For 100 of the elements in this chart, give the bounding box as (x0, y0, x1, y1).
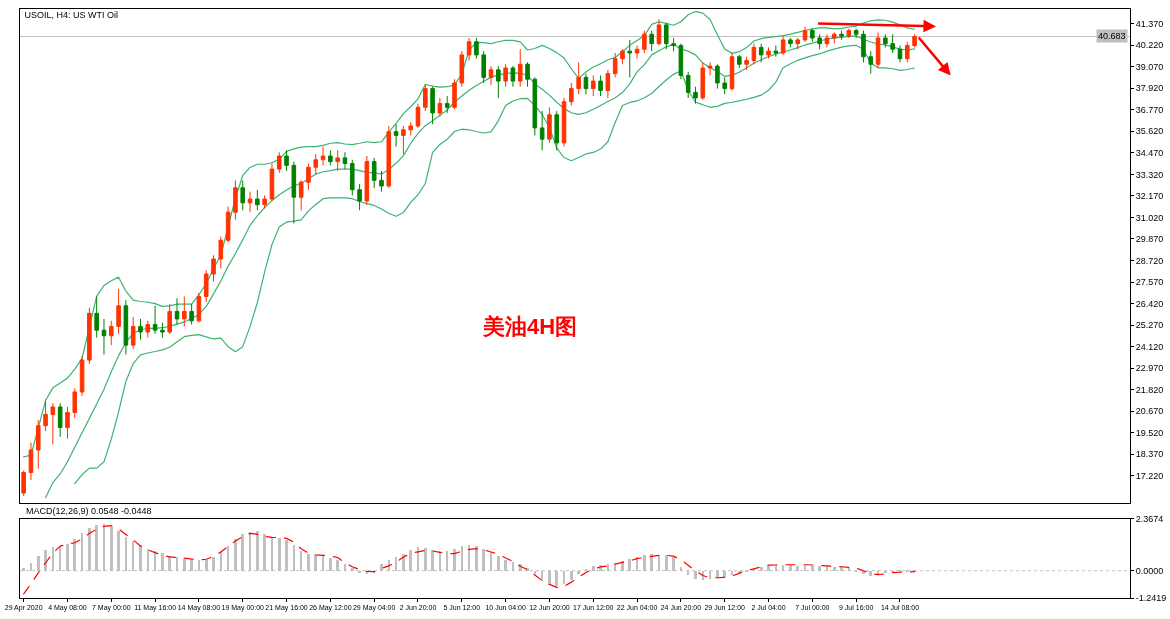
candlestick (35, 419, 41, 470)
candlestick (780, 35, 786, 56)
candlestick (182, 295, 187, 327)
candlestick (328, 149, 333, 166)
candlestick (678, 43, 684, 80)
candlestick (262, 194, 267, 209)
candlestick (225, 206, 231, 243)
y-tick-label: 18.370 (1135, 449, 1164, 460)
annotation: 美油4H图 (482, 314, 578, 339)
candlestick (875, 31, 881, 69)
bar (482, 548, 485, 571)
candlestick (415, 103, 421, 129)
y-tick-label: 26.420 (1135, 298, 1164, 309)
candlestick (846, 28, 852, 39)
candlestick (233, 179, 238, 221)
candlestick (583, 73, 589, 95)
candlestick (313, 153, 319, 176)
candlestick (532, 76, 538, 136)
candlestick (342, 151, 348, 170)
candlestick (737, 54, 742, 69)
candlestick (94, 295, 99, 339)
candlestick (510, 65, 516, 88)
y-tick-label: 36.770 (1135, 104, 1164, 115)
candlestick (335, 149, 340, 172)
candlestick (167, 303, 172, 335)
bar (110, 526, 113, 571)
bar (380, 563, 383, 571)
candlestick (693, 86, 698, 105)
candlestick (853, 28, 859, 39)
candlestick (401, 125, 406, 155)
candlestick (240, 179, 246, 211)
candlestick (130, 316, 136, 350)
candlestick (839, 30, 844, 41)
candlestick (517, 48, 523, 88)
candlestick (452, 78, 457, 110)
candlestick (284, 149, 289, 172)
candlestick (503, 63, 508, 88)
candlestick (108, 320, 114, 346)
candlestick (561, 97, 567, 148)
bar (212, 556, 215, 571)
candlestick (817, 33, 822, 50)
candlestick (320, 146, 326, 166)
candlestick (116, 288, 121, 335)
candlestick (634, 45, 640, 60)
chart-title: MACD(12,26,9) 0.0548 -0.0448 (26, 506, 152, 516)
candlestick (196, 292, 202, 324)
y-tick-label: 27.570 (1135, 277, 1164, 288)
candlestick (729, 52, 735, 91)
candlestick (861, 30, 866, 63)
y-tick-label: 35.620 (1135, 126, 1164, 137)
candlestick (357, 183, 362, 211)
y-tick-label: 37.920 (1135, 83, 1164, 94)
candlestick (247, 191, 253, 213)
candlestick (707, 61, 713, 76)
candlestick (824, 33, 830, 48)
candlestick (496, 65, 501, 99)
y-tick-label: 21.820 (1135, 384, 1164, 395)
candlestick (663, 22, 669, 50)
bar (731, 570, 733, 575)
candlestick (408, 121, 413, 136)
line-series (23, 10, 916, 458)
candlestick (642, 30, 647, 54)
line-series (23, 525, 916, 595)
candlestick (904, 41, 910, 63)
candlestick (525, 61, 530, 88)
candlestick (685, 71, 691, 99)
candlestick (21, 470, 26, 497)
candlestick (43, 398, 48, 432)
candlestick (160, 322, 165, 339)
y-tick-label: 40.220 (1135, 40, 1164, 51)
bar (563, 570, 565, 584)
candlestick (576, 61, 581, 95)
y-tick-label: 33.320 (1135, 169, 1164, 180)
candlestick (897, 45, 903, 63)
candlestick (810, 28, 815, 43)
y-tick-label: 24.120 (1135, 341, 1164, 352)
y-tick-label: 31.020 (1135, 212, 1164, 223)
candlestick (57, 402, 63, 438)
bar (534, 570, 536, 574)
candlestick (605, 69, 611, 99)
candlestick (174, 297, 180, 326)
candlestick (481, 50, 487, 84)
candlestick (371, 157, 377, 189)
y-tick-label: 29.870 (1135, 234, 1164, 245)
candlestick (123, 299, 129, 355)
candlestick (715, 63, 720, 90)
bar (818, 565, 821, 571)
candlestick (65, 406, 70, 440)
y-tick-label: 20.670 (1135, 406, 1164, 417)
bar (278, 537, 281, 571)
candlestick (547, 106, 552, 144)
y-tick-label: 34.470 (1135, 147, 1164, 158)
candlestick (189, 303, 194, 326)
candlestick (423, 84, 428, 112)
candlestick (145, 320, 151, 339)
candlestick (255, 189, 260, 211)
candlestick (649, 30, 654, 52)
y-tick-label: 41.370 (1135, 18, 1164, 29)
candlestick (656, 18, 662, 47)
candlestick (291, 161, 297, 224)
